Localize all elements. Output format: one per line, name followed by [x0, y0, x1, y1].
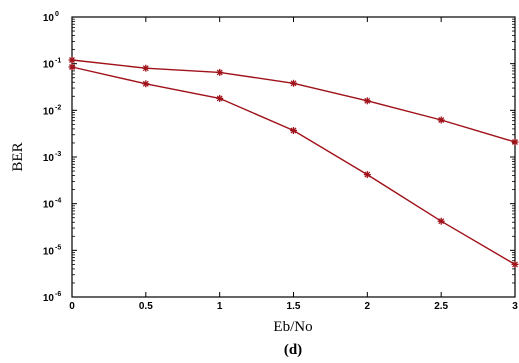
- y-tick-base: 10: [43, 13, 55, 24]
- series-2-point: [216, 94, 224, 102]
- series-1-point: [142, 64, 150, 72]
- y-tick-label: 10: [43, 13, 55, 24]
- y-tick-base: 10: [43, 60, 55, 71]
- y-axis-label: BER: [10, 142, 26, 171]
- y-tick-exponent: -2: [55, 104, 61, 111]
- y-tick-base: 10: [43, 106, 55, 117]
- y-tick-exponent: 0: [55, 11, 59, 18]
- y-tick-exponent: -3: [55, 151, 61, 158]
- x-axis-label: Eb/No: [273, 319, 312, 335]
- x-tick-label: 3: [512, 301, 518, 312]
- y-tick-label: 10: [43, 106, 55, 117]
- x-tick-label: 0.5: [139, 301, 153, 312]
- y-tick-exponent: -4: [55, 198, 61, 205]
- y-tick-label: 10: [43, 293, 55, 304]
- series-2-point: [363, 171, 371, 179]
- series-1-point: [290, 79, 297, 87]
- plot-area: [71, 16, 516, 298]
- x-tick-label: 1.5: [287, 301, 301, 312]
- y-tick-exponent: -6: [55, 291, 61, 298]
- series-1-point: [363, 97, 371, 105]
- figure-caption: (d): [284, 342, 302, 358]
- series-2-point: [437, 217, 445, 225]
- y-tick-label: 10: [43, 246, 55, 257]
- series-2-point: [511, 260, 519, 268]
- series-2-point: [68, 63, 76, 71]
- y-tick-exponent: -5: [55, 244, 61, 251]
- y-tick-base: 10: [43, 293, 55, 304]
- series-2-point: [142, 80, 150, 88]
- y-tick-base: 10: [43, 153, 55, 164]
- y-tick-exponent: -1: [55, 58, 61, 65]
- series-1-point: [216, 68, 224, 76]
- y-tick-label: 10: [43, 60, 55, 71]
- x-tick-label: 1: [217, 301, 223, 312]
- y-tick-label: 10: [43, 200, 55, 211]
- y-tick-base: 10: [43, 200, 55, 211]
- y-tick-label: 10: [43, 153, 55, 164]
- series-1-point: [511, 138, 519, 146]
- series-1-point: [68, 56, 76, 64]
- x-tick-label: 0: [69, 301, 75, 312]
- x-tick-label: 2: [365, 301, 371, 312]
- series-1-point: [437, 116, 445, 124]
- series-2-point: [290, 127, 297, 134]
- x-tick-label: 2.5: [434, 301, 448, 312]
- y-tick-base: 10: [43, 246, 55, 257]
- series-layer: [68, 56, 519, 268]
